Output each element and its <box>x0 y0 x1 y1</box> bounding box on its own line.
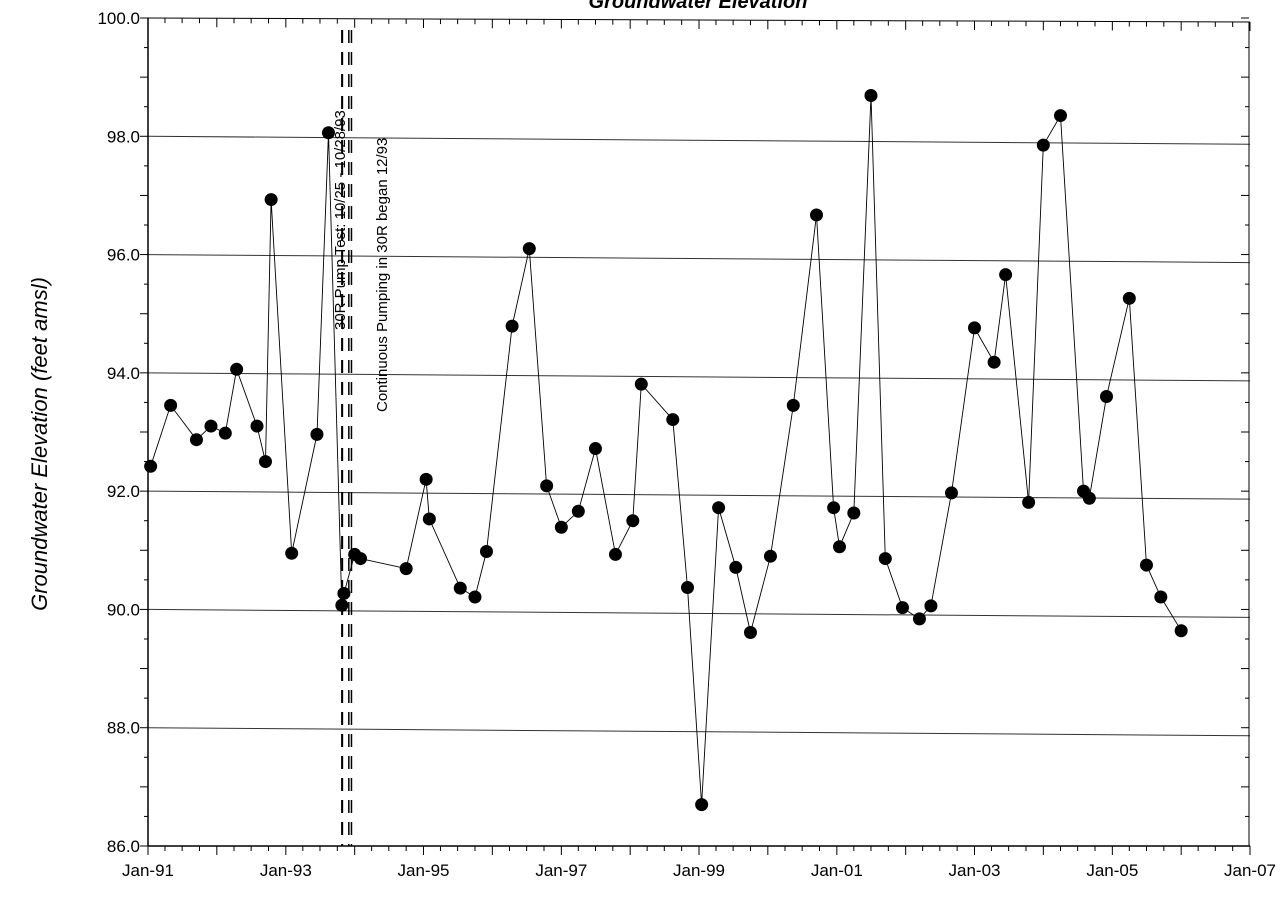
data-point <box>588 442 602 456</box>
x-tick-label: Jan-01 <box>811 861 863 880</box>
y-tick-label: 96.0 <box>107 246 140 265</box>
data-point <box>999 268 1013 282</box>
data-point <box>763 549 777 563</box>
y-tick-label: 88.0 <box>107 719 140 738</box>
data-point <box>944 486 958 500</box>
data-point <box>729 560 743 574</box>
pump-test-annotation: 30R Pump Test: 10/25 - 10/28/93 <box>332 110 349 330</box>
data-point <box>1036 138 1050 152</box>
data-point <box>912 612 926 626</box>
data-point <box>1022 495 1036 509</box>
data-point <box>924 599 938 613</box>
data-point <box>218 426 232 440</box>
data-point <box>743 625 757 639</box>
data-point <box>695 798 709 812</box>
data-point <box>1122 291 1136 305</box>
data-point <box>540 479 554 493</box>
x-tick-label: Jan-95 <box>398 861 450 880</box>
series-elevation <box>144 88 1188 812</box>
data-point <box>832 540 846 554</box>
data-point <box>230 362 244 376</box>
data-point <box>1154 590 1168 604</box>
data-point <box>310 427 324 441</box>
y-tick-labels: 86.0 88.0 90.0 92.0 94.0 96.0 98.0 100.0 <box>97 9 140 856</box>
y-tick-label: 86.0 <box>107 837 140 856</box>
data-point <box>554 520 568 534</box>
data-point <box>335 598 349 612</box>
data-point <box>895 601 909 615</box>
axes <box>140 17 1251 855</box>
data-point <box>164 398 178 412</box>
y-tick-label: 100.0 <box>97 9 140 28</box>
y-tick-label: 94.0 <box>107 364 140 383</box>
data-point <box>419 472 433 486</box>
y-tick-label: 98.0 <box>107 127 140 146</box>
data-point <box>712 501 726 515</box>
data-point <box>522 242 536 256</box>
data-point <box>337 586 351 600</box>
x-tick-label: Jan-93 <box>260 861 312 880</box>
data-point <box>505 319 519 333</box>
data-point <box>204 419 218 433</box>
data-point <box>847 506 861 520</box>
data-point <box>680 581 694 595</box>
data-point <box>864 88 878 102</box>
data-point <box>809 208 823 222</box>
data-point <box>479 544 493 558</box>
x-tick-label: Jan-91 <box>122 861 174 880</box>
data-point <box>144 459 158 473</box>
continuous-pumping-annotation: Continuous Pumping in 30R began 12/93 <box>374 138 391 412</box>
data-point <box>1053 109 1067 123</box>
data-point <box>827 501 841 515</box>
data-point <box>1139 558 1153 572</box>
chart-title: Groundwater Elevation <box>589 0 808 13</box>
data-point <box>321 126 335 140</box>
series-line <box>150 95 1182 805</box>
grid-line <box>147 372 1251 382</box>
x-tick-label: Jan-97 <box>535 861 587 880</box>
y-tick-label: 92.0 <box>107 482 140 501</box>
data-point <box>354 552 368 566</box>
x-tick-label: Jan-99 <box>673 861 725 880</box>
grid-line <box>147 727 1251 737</box>
data-point <box>571 504 585 518</box>
grid-line <box>147 254 1251 264</box>
data-point <box>189 433 203 447</box>
y-tick-label: 90.0 <box>107 600 140 619</box>
grid-line <box>147 135 1251 145</box>
data-point <box>634 377 648 391</box>
data-point <box>987 355 1001 369</box>
y-axis-label: Groundwater Elevation (feet amsl) <box>27 277 52 611</box>
data-point <box>453 581 467 595</box>
data-point <box>285 546 299 560</box>
grid-line <box>147 608 1251 618</box>
data-point <box>250 419 264 433</box>
event-lines <box>341 30 353 846</box>
data-point <box>1099 390 1113 404</box>
x-tick-label: Jan-07 <box>1224 861 1276 880</box>
data-point <box>626 514 640 528</box>
x-tick-label: Jan-05 <box>1086 861 1138 880</box>
grid-line <box>147 490 1251 500</box>
data-point <box>968 321 981 335</box>
data-point <box>786 398 800 412</box>
data-point <box>1082 491 1096 505</box>
data-point <box>608 547 622 561</box>
data-point <box>666 413 680 427</box>
x-tick-labels: Jan-91 Jan-93 Jan-95 Jan-97 Jan-99 Jan-01 Jan-… <box>122 861 1276 880</box>
data-point <box>399 562 413 576</box>
x-tick-label: Jan-03 <box>949 861 1001 880</box>
data-point <box>264 193 278 207</box>
data-point <box>468 590 482 604</box>
data-point <box>258 455 272 469</box>
data-point <box>878 552 892 566</box>
data-point <box>422 512 436 526</box>
data-point <box>1174 624 1188 638</box>
